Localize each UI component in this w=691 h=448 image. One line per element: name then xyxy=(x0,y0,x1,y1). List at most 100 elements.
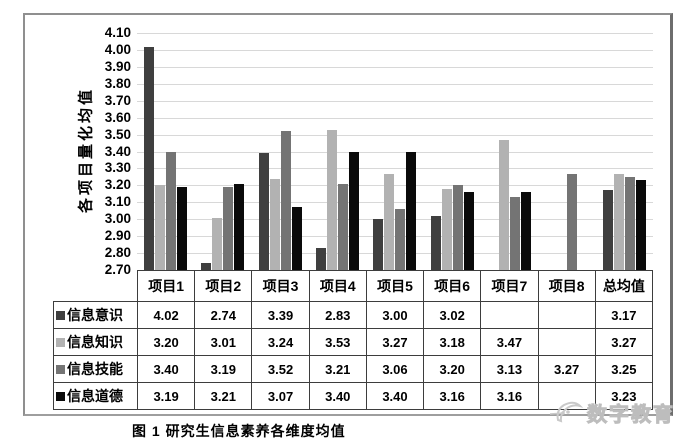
bar xyxy=(166,151,177,270)
table-value-cell: 3.19 xyxy=(136,382,196,410)
bar-group xyxy=(424,33,481,270)
y-tick-label: 3.50 xyxy=(104,126,131,142)
plot-area xyxy=(137,33,653,270)
watermark-text: 数字教育 xyxy=(587,404,675,427)
bar xyxy=(269,178,280,270)
y-tick-label: 4.00 xyxy=(104,41,131,57)
table-header-cell: 项目5 xyxy=(365,270,425,302)
table-header-cell: 项目2 xyxy=(194,270,253,302)
series-label-cell: 信息意识 xyxy=(53,301,138,329)
bar-group xyxy=(309,33,366,270)
gridline xyxy=(137,185,653,187)
bar xyxy=(499,139,510,270)
table-value-cell: 3.01 xyxy=(194,328,253,356)
bar xyxy=(201,263,212,270)
table-value-cell: 3.07 xyxy=(251,382,310,410)
series-label-cell: 信息知识 xyxy=(53,328,138,356)
bar-group xyxy=(538,33,595,270)
gridline xyxy=(137,168,653,170)
gridline xyxy=(137,134,653,136)
data-table: 项目1 项目2 项目3 项目4 项目5 项目6 项目7 项目8 总均值 信息意识 4.02 2.74 3… xyxy=(53,270,654,410)
bar xyxy=(144,46,155,270)
gridline xyxy=(137,202,653,204)
bar-group xyxy=(366,33,423,270)
y-tick-label: 2.70 xyxy=(104,262,131,277)
gridline xyxy=(137,33,653,34)
table-value-cell: 3.16 xyxy=(480,382,539,410)
table-value-cell: 3.00 xyxy=(365,301,425,329)
series-name: 信息知识 xyxy=(67,334,123,350)
bar xyxy=(613,173,624,270)
table-header-cell: 项目4 xyxy=(308,270,367,302)
bar xyxy=(521,192,532,270)
table-header-cell: 项目6 xyxy=(423,270,482,302)
table-value-cell: 2.83 xyxy=(308,301,367,329)
y-tick-label: 3.60 xyxy=(104,109,131,125)
table-value-cell: 3.16 xyxy=(423,382,482,410)
table-value-cell: 3.23 xyxy=(594,382,654,410)
y-tick-label: 3.10 xyxy=(104,194,131,210)
y-tick-label: 3.80 xyxy=(104,75,131,91)
bar xyxy=(327,129,338,270)
table-value-cell: 3.39 xyxy=(251,301,310,329)
figure-caption: 图 1 研究生信息素养各维度均值 xyxy=(132,423,346,439)
bar xyxy=(624,176,635,270)
table-value-cell: 3.20 xyxy=(136,328,196,356)
table-value-cell: 3.27 xyxy=(537,355,596,383)
table-value-cell: 3.21 xyxy=(308,355,367,383)
table-value-cell: 3.21 xyxy=(194,382,253,410)
table-value-cell: 2.74 xyxy=(194,301,253,329)
bar xyxy=(258,153,269,270)
table-header-cell: 项目8 xyxy=(537,270,596,302)
table-value-cell: 3.27 xyxy=(365,328,425,356)
bar-group xyxy=(596,33,653,270)
bar-group xyxy=(481,33,538,270)
bar xyxy=(155,185,166,270)
series-name: 信息意识 xyxy=(67,307,123,323)
table-value-cell: 3.02 xyxy=(423,301,482,329)
bar xyxy=(223,187,234,270)
watermark-logo-icon xyxy=(550,401,584,422)
table-corner-cell xyxy=(54,271,138,302)
gridline xyxy=(137,49,653,51)
y-tick-label: 2.90 xyxy=(104,228,131,244)
gridline xyxy=(137,83,653,85)
gridline xyxy=(137,100,653,102)
y-tick-label: 3.90 xyxy=(104,58,131,74)
watermark: 数字教育 xyxy=(550,398,675,427)
bar xyxy=(384,173,395,270)
table-value-cell: 3.13 xyxy=(480,355,539,383)
bar xyxy=(510,197,521,270)
y-tick-label: 3.70 xyxy=(104,92,131,108)
gridline xyxy=(137,66,653,68)
gridline xyxy=(137,151,653,153)
bar-group xyxy=(137,33,194,270)
table-value-cell: 3.20 xyxy=(423,355,482,383)
bar xyxy=(338,183,349,270)
table-value-cell: 3.25 xyxy=(594,355,654,383)
table-value-cell: 3.19 xyxy=(194,355,253,383)
figure-frame: 各项目量化均值 4.10 4.00 3.90 3.80 3.70 3.60 3.50 3.40… xyxy=(23,13,673,416)
y-tick-label: 3.30 xyxy=(104,160,131,176)
table-header-cell: 总均值 xyxy=(594,270,654,302)
bar xyxy=(316,248,327,270)
table-value-cell xyxy=(537,328,596,356)
bar xyxy=(291,207,302,270)
y-tick-label: 4.10 xyxy=(104,25,131,40)
table-value-cell xyxy=(480,301,539,329)
bar xyxy=(602,190,613,270)
legend-swatch xyxy=(56,392,65,401)
table-value-cell: 3.40 xyxy=(136,355,196,383)
bar xyxy=(280,131,291,270)
table-header-cell: 项目3 xyxy=(251,270,310,302)
y-tick-label: 2.80 xyxy=(104,245,131,261)
table-value-cell: 3.40 xyxy=(308,382,367,410)
table-value-cell xyxy=(537,382,596,410)
table-value-cell xyxy=(537,301,596,329)
bar xyxy=(373,219,384,270)
bar xyxy=(441,188,452,270)
gridline xyxy=(137,236,653,238)
y-axis: 4.10 4.00 3.90 3.80 3.70 3.60 3.50 3.40 3.30 3.20… xyxy=(65,15,131,277)
y-tick-label: 3.20 xyxy=(104,177,131,193)
table-value-cell: 3.18 xyxy=(423,328,482,356)
